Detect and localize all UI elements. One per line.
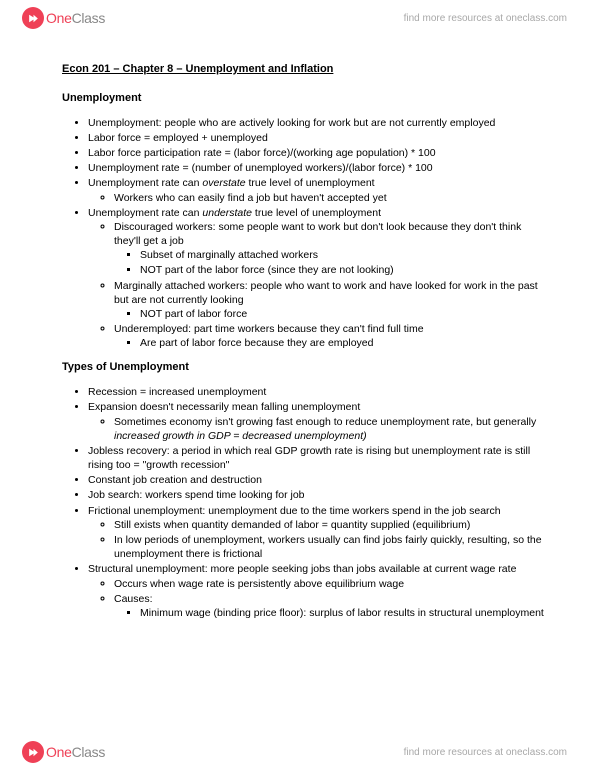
list-item: Labor force = employed + unemployed	[88, 131, 547, 145]
list-item: Underemployed: part time workers because…	[114, 322, 547, 350]
list-item: NOT part of the labor force (since they …	[140, 263, 547, 277]
logo-icon	[22, 7, 44, 29]
list-item: Jobless recovery: a period in which real…	[88, 444, 547, 472]
list-item: Unemployment: people who are actively lo…	[88, 116, 547, 130]
list-item: Frictional unemployment: unemployment du…	[88, 504, 547, 562]
document-title: Econ 201 – Chapter 8 – Unemployment and …	[62, 62, 547, 77]
section-heading: Unemployment	[62, 91, 547, 106]
list-item: Marginally attached workers: people who …	[114, 279, 547, 322]
logo-text: OneClass	[46, 744, 105, 760]
list-item: Subset of marginally attached workers	[140, 248, 547, 262]
logo: OneClass	[22, 7, 105, 29]
list-item: Occurs when wage rate is persistently ab…	[114, 577, 547, 591]
list-item: Unemployment rate = (number of unemploye…	[88, 161, 547, 175]
list-item: Structural unemployment: more people see…	[88, 562, 547, 620]
list-item: Causes: Minimum wage (binding price floo…	[114, 592, 547, 620]
logo: OneClass	[22, 741, 105, 763]
list-item: Still exists when quantity demanded of l…	[114, 518, 547, 532]
list-item: Minimum wage (binding price floor): surp…	[140, 606, 547, 620]
header-tagline: find more resources at oneclass.com	[404, 13, 567, 24]
list-item: Unemployment rate can understate true le…	[88, 206, 547, 351]
bullet-list: Recession = increased unemployment Expan…	[62, 385, 547, 620]
footer-tagline: find more resources at oneclass.com	[404, 747, 567, 758]
list-item: Expansion doesn't necessarily mean falli…	[88, 400, 547, 443]
header: OneClass find more resources at oneclass…	[0, 0, 595, 36]
list-item: Constant job creation and destruction	[88, 473, 547, 487]
bullet-list: Unemployment: people who are actively lo…	[62, 116, 547, 351]
list-item: Are part of labor force because they are…	[140, 336, 547, 350]
list-item: Workers who can easily find a job but ha…	[114, 191, 547, 205]
logo-icon	[22, 741, 44, 763]
logo-text: OneClass	[46, 10, 105, 26]
list-item: Unemployment rate can overstate true lev…	[88, 176, 547, 204]
list-item: NOT part of labor force	[140, 307, 547, 321]
document-body: Econ 201 – Chapter 8 – Unemployment and …	[62, 62, 547, 630]
list-item: Recession = increased unemployment	[88, 385, 547, 399]
section-heading: Types of Unemployment	[62, 360, 547, 375]
list-item: Discouraged workers: some people want to…	[114, 220, 547, 278]
footer: OneClass find more resources at oneclass…	[0, 734, 595, 770]
list-item: Job search: workers spend time looking f…	[88, 488, 547, 502]
list-item: Sometimes economy isn't growing fast eno…	[114, 415, 547, 443]
list-item: Labor force participation rate = (labor …	[88, 146, 547, 160]
list-item: In low periods of unemployment, workers …	[114, 533, 547, 561]
